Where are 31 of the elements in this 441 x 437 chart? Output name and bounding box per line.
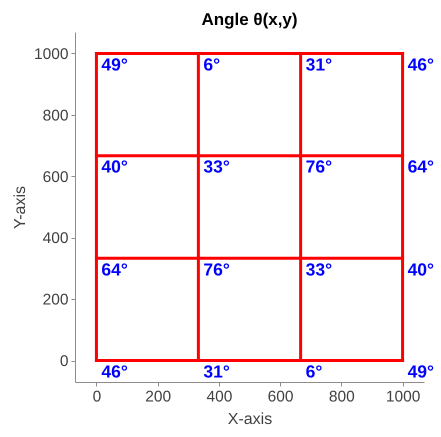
annotation: 46°: [101, 362, 128, 382]
y-tick-label: 400: [42, 230, 69, 248]
y-tick-label: 600: [42, 168, 69, 186]
y-tick-label: 200: [42, 292, 69, 309]
annotation: 76°: [306, 156, 332, 177]
y-axis-title: Y-axis: [12, 186, 30, 229]
annotation: 64°: [101, 259, 128, 280]
x-tick-label: 400: [206, 388, 233, 406]
annotation: 33°: [203, 156, 230, 177]
x-tick-label: 200: [145, 388, 172, 406]
x-tick-label: 0: [92, 388, 102, 406]
annotation: 49°: [101, 54, 128, 74]
annotation: 49°: [408, 362, 434, 382]
annotation: 46°: [408, 54, 434, 74]
y-tick-label: 800: [42, 107, 69, 124]
annotation: 6°: [203, 54, 220, 74]
annotation: 64°: [408, 156, 434, 177]
x-tick-label: 800: [328, 388, 356, 406]
annotation: 31°: [203, 362, 230, 382]
annotation: 33°: [306, 259, 332, 280]
chart-title: Angle θ(x,y): [201, 10, 298, 29]
annotation: 6°: [306, 362, 322, 382]
y-tick-label: 0: [60, 353, 69, 370]
x-axis-title: X-axis: [228, 411, 272, 428]
x-tick-label: 1000: [386, 388, 421, 406]
annotation: 40°: [408, 259, 434, 280]
annotation: 31°: [306, 54, 332, 74]
x-tick-label: 600: [268, 388, 294, 406]
annotation: 40°: [101, 156, 128, 177]
annotation: 76°: [203, 259, 230, 280]
y-tick-label: 1000: [34, 46, 69, 63]
